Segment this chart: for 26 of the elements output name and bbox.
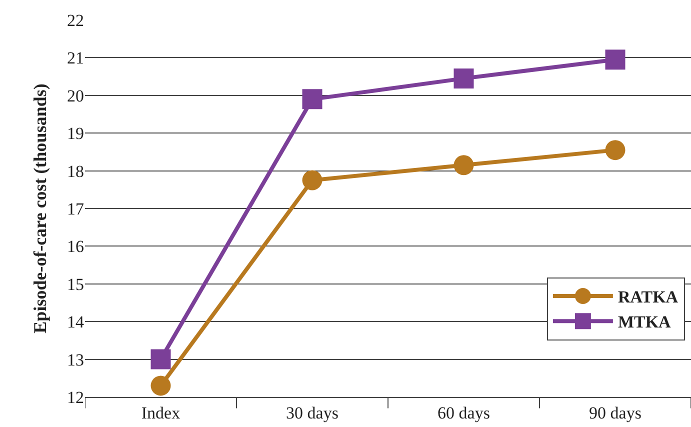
- x-tick-label: Index: [141, 403, 181, 422]
- point: [302, 89, 322, 110]
- point: [454, 68, 474, 88]
- point: [605, 140, 626, 160]
- y-tick-label: 14: [67, 312, 84, 332]
- y-tick-label: 22: [67, 10, 84, 30]
- y-tick-label: 13: [67, 350, 84, 370]
- point: [454, 155, 474, 176]
- point: [605, 50, 626, 70]
- y-tick-label: 12: [67, 388, 84, 407]
- y-tick-label: 19: [67, 124, 84, 144]
- point: [302, 170, 322, 190]
- y-tick-label: 16: [67, 237, 84, 256]
- y-axis-title: Episode-of-care cost (thousands): [30, 84, 50, 334]
- x-tick-label: 60 days: [438, 403, 490, 422]
- point: [150, 349, 171, 370]
- x-tick-label: 90 days: [589, 403, 642, 422]
- point: [150, 376, 171, 396]
- legend-label: RATKA: [618, 288, 679, 307]
- legend-label: MTKA: [618, 312, 672, 332]
- y-tick-label: 15: [67, 274, 84, 294]
- y-tick-label: 17: [67, 199, 84, 218]
- y-tick-label: 18: [67, 162, 84, 181]
- y-tick-label: 20: [67, 86, 84, 106]
- x-tick-label: 30 days: [286, 403, 338, 422]
- y-tick-label: 21: [67, 48, 84, 68]
